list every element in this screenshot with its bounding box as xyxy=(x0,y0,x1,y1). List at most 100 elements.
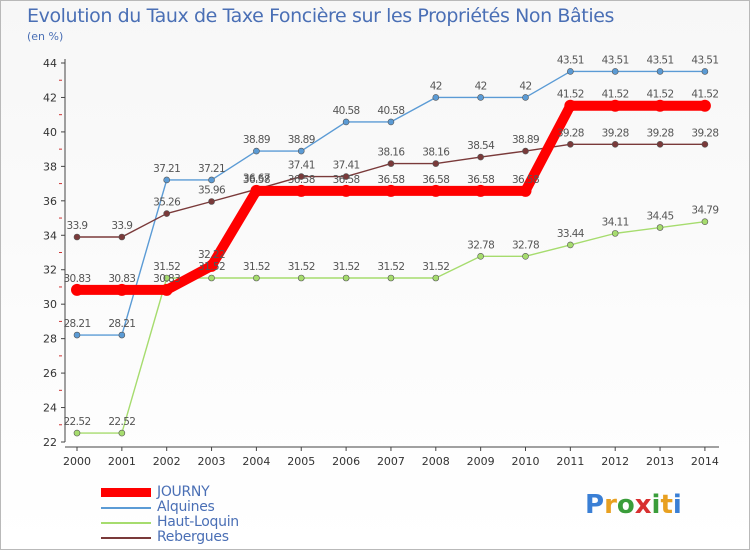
logo-letter: o xyxy=(616,490,635,520)
series-journy xyxy=(71,99,711,296)
data-point-haut-loquin xyxy=(73,429,81,437)
data-label-haut-loquin: 31.52 xyxy=(153,261,180,273)
data-point-journy xyxy=(340,184,353,197)
data-point-rebergues xyxy=(73,233,81,241)
data-label-alquines: 42 xyxy=(475,80,487,92)
y-tick-label: 32 xyxy=(43,264,57,277)
data-label-alquines: 37.21 xyxy=(153,163,180,175)
data-label-haut-loquin: 31.52 xyxy=(243,261,270,273)
data-label-haut-loquin: 22.52 xyxy=(63,416,90,428)
data-label-alquines: 42 xyxy=(430,80,442,92)
x-tick-label: 2002 xyxy=(153,455,181,468)
data-point-haut-loquin xyxy=(163,274,170,282)
data-point-journy xyxy=(71,283,83,296)
data-label-rebergues: 39.28 xyxy=(647,127,674,139)
data-point-haut-loquin xyxy=(118,429,126,437)
y-tick-label: 44 xyxy=(43,57,57,70)
data-point-haut-loquin xyxy=(208,274,215,282)
data-point-alquines xyxy=(163,176,170,184)
data-point-journy xyxy=(250,184,263,197)
data-label-rebergues: 37.41 xyxy=(288,160,315,172)
x-tick-label: 2005 xyxy=(287,455,315,468)
data-label-alquines: 40.58 xyxy=(377,105,404,117)
data-label-journy: 36.58 xyxy=(377,174,404,186)
data-point-rebergues xyxy=(118,233,126,241)
legend-label: Alquines xyxy=(157,499,215,515)
series-haut-loquin xyxy=(73,218,709,437)
data-point-haut-loquin xyxy=(432,274,440,282)
data-point-journy xyxy=(609,99,622,112)
data-label-journy: 41.52 xyxy=(602,89,629,101)
data-label-haut-loquin: 31.52 xyxy=(198,261,225,273)
series-alquines xyxy=(73,68,709,339)
legend-label: Haut-Loquin xyxy=(157,514,239,530)
data-label-rebergues: 39.28 xyxy=(602,127,629,139)
legend-label: Rebergues xyxy=(157,529,229,545)
data-label-alquines: 38.89 xyxy=(243,134,270,146)
data-point-journy xyxy=(519,184,532,197)
x-tick-label: 2008 xyxy=(422,455,450,468)
data-label-alquines: 43.51 xyxy=(557,54,584,66)
data-label-rebergues: 37.41 xyxy=(333,160,360,172)
data-point-alquines xyxy=(297,147,305,155)
logo-letter: i xyxy=(651,490,661,520)
data-label-haut-loquin: 34.11 xyxy=(602,216,629,228)
data-point-journy xyxy=(429,184,442,197)
y-tick-label: 42 xyxy=(43,91,57,104)
data-point-rebergues xyxy=(522,147,529,155)
x-tick-label: 2014 xyxy=(691,455,719,468)
logo-letter: r xyxy=(604,490,617,520)
data-label-alquines: 43.51 xyxy=(691,54,718,66)
data-label-journy: 36.58 xyxy=(333,174,360,186)
data-point-alquines xyxy=(342,118,350,126)
data-label-rebergues: 33.9 xyxy=(67,220,88,232)
data-label-alquines: 28.21 xyxy=(108,318,135,330)
y-tick-label: 36 xyxy=(43,195,57,208)
y-tick-label: 34 xyxy=(43,229,57,242)
data-label-haut-loquin: 31.52 xyxy=(377,261,404,273)
series-rebergues xyxy=(73,141,709,241)
data-label-haut-loquin: 34.45 xyxy=(647,211,674,223)
data-label-alquines: 28.21 xyxy=(63,318,90,330)
y-tick-label: 22 xyxy=(43,436,57,449)
data-label-alquines: 38.89 xyxy=(288,134,315,146)
data-point-haut-loquin xyxy=(342,274,350,282)
data-point-rebergues xyxy=(297,173,305,180)
y-tick-label: 30 xyxy=(43,298,57,311)
data-point-journy xyxy=(654,99,667,112)
legend-item-haut-loquin: Haut-Loquin xyxy=(101,515,239,530)
x-tick-label: 2001 xyxy=(108,455,136,468)
data-label-haut-loquin: 31.52 xyxy=(333,261,360,273)
data-point-rebergues xyxy=(701,141,709,148)
data-label-journy: 36.58 xyxy=(512,174,539,186)
data-label-alquines: 40.58 xyxy=(333,105,360,117)
logo-letter: i xyxy=(672,490,682,520)
legend-item-rebergues: Rebergues xyxy=(101,530,239,545)
data-point-alquines xyxy=(387,118,395,126)
data-point-journy xyxy=(160,283,173,296)
x-tick-label: 2010 xyxy=(512,455,540,468)
data-label-rebergues: 38.16 xyxy=(377,147,405,159)
unit-label: (en %) xyxy=(27,30,64,43)
x-tick-label: 2011 xyxy=(556,455,584,468)
data-label-journy: 30.83 xyxy=(63,273,90,285)
x-tick-label: 2003 xyxy=(198,455,226,468)
data-label-alquines: 43.51 xyxy=(602,54,629,66)
data-point-haut-loquin xyxy=(656,224,664,231)
data-point-haut-loquin xyxy=(701,218,709,225)
y-tick-label: 28 xyxy=(43,333,57,346)
data-point-rebergues xyxy=(611,141,619,148)
data-point-alquines xyxy=(253,147,260,155)
data-label-journy: 32.22 xyxy=(198,249,225,261)
data-label-journy: 36.58 xyxy=(422,174,449,186)
data-point-haut-loquin xyxy=(477,252,484,260)
data-point-journy xyxy=(205,259,218,272)
data-point-journy xyxy=(564,99,577,112)
data-point-rebergues xyxy=(163,210,170,217)
data-label-journy: 36.58 xyxy=(243,174,270,186)
y-tick-label: 26 xyxy=(43,367,57,380)
legend-item-journy: JOURNY xyxy=(101,485,239,500)
data-label-haut-loquin: 22.52 xyxy=(108,416,135,428)
series-layer xyxy=(71,68,711,437)
